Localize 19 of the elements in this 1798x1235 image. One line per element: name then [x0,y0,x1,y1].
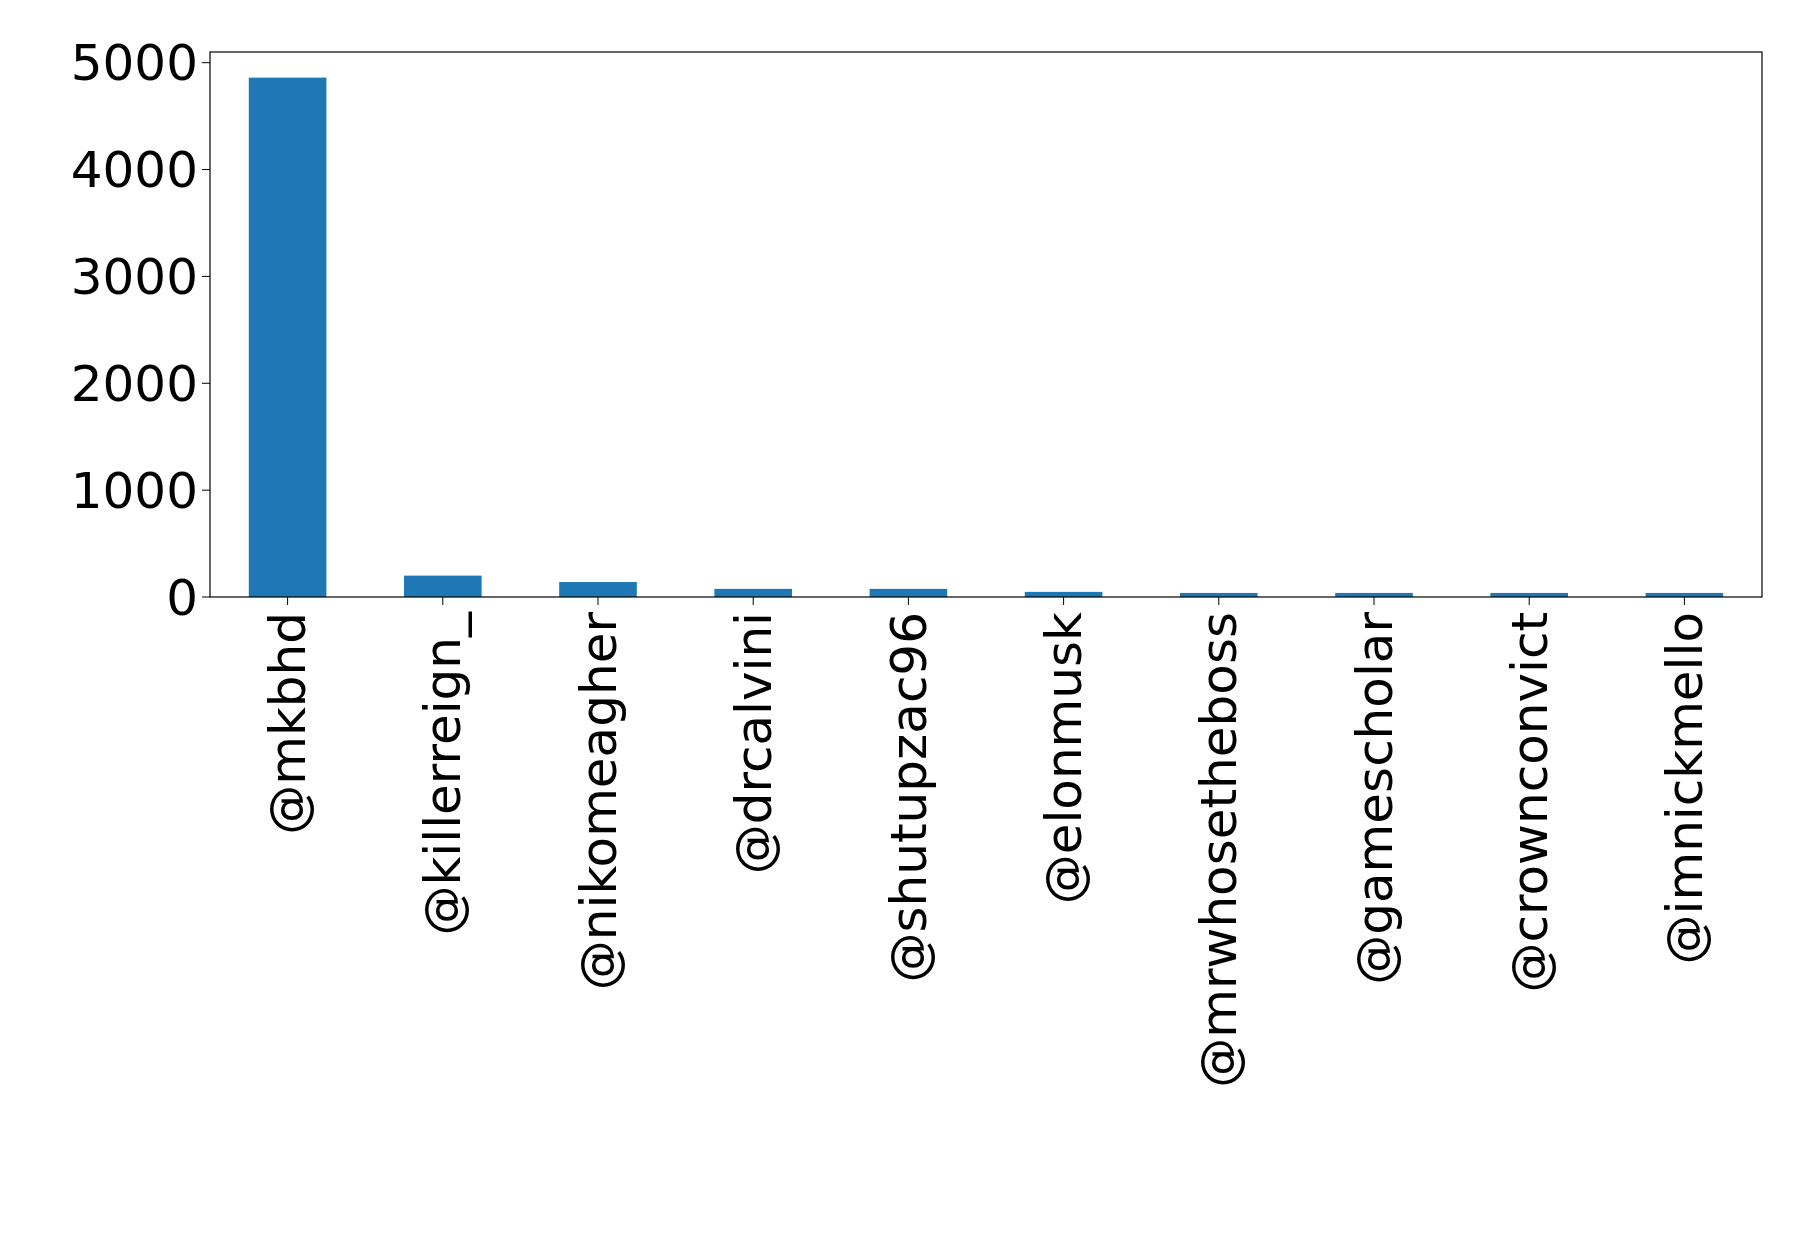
x-tick-label: @nikomeagher [569,611,628,991]
x-tick-label: @drcalvini [724,612,783,875]
y-tick-label: 0 [166,568,198,627]
bar [404,575,482,597]
x-tick-label: @mkbhd [259,612,318,835]
bar [559,582,637,597]
bar [248,77,327,597]
y-tick-label: 2000 [70,354,198,413]
x-tick-label: @elonmusk [1035,611,1094,905]
y-tick-label: 4000 [70,141,198,200]
x-tick-label: @crownconvict [1500,612,1559,993]
x-tick-label: @shutupzac96 [879,612,938,983]
x-tick-label: @mrwhosetheboss [1190,612,1249,1088]
y-tick-label: 1000 [70,461,198,520]
y-tick-label: 5000 [70,34,198,93]
x-tick-label: @killerreign_ [414,611,473,936]
y-tick-label: 3000 [70,247,198,306]
x-tick-label: @gamescholar [1345,611,1404,985]
x-tick-label: @imnickmello [1655,612,1714,965]
